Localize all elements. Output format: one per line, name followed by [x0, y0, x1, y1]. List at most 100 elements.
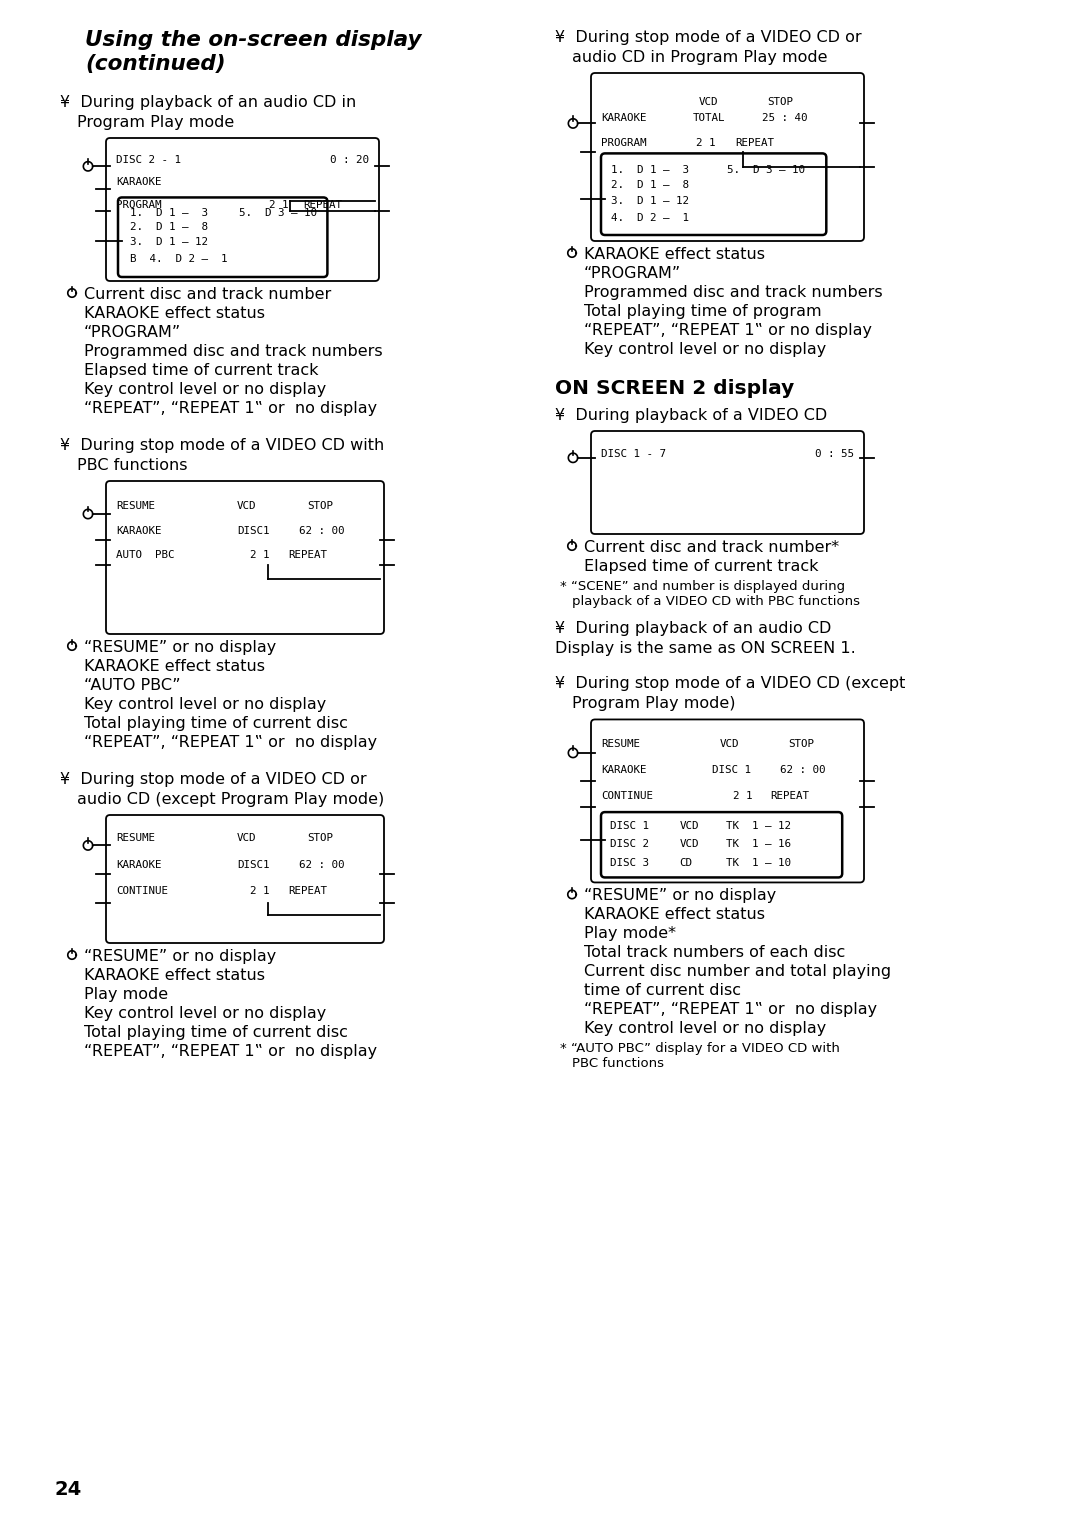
Text: KARAOKE effect status: KARAOKE effect status: [84, 659, 265, 674]
Text: KARAOKE: KARAOKE: [116, 526, 162, 537]
FancyBboxPatch shape: [106, 138, 379, 281]
Text: DISC 1: DISC 1: [712, 764, 751, 775]
FancyBboxPatch shape: [591, 431, 864, 534]
Text: ¥  During playback of an audio CD: ¥ During playback of an audio CD: [555, 621, 832, 636]
Text: B  4.  D 2 —  1: B 4. D 2 — 1: [130, 254, 228, 263]
Text: PROGRAM: PROGRAM: [116, 200, 162, 209]
Text: VCD: VCD: [237, 502, 256, 511]
Text: PBC functions: PBC functions: [572, 1057, 664, 1070]
Text: playback of a VIDEO CD with PBC functions: playback of a VIDEO CD with PBC function…: [572, 595, 860, 607]
Text: Current disc number and total playing: Current disc number and total playing: [584, 965, 891, 980]
Text: KARAOKE: KARAOKE: [600, 113, 647, 122]
Text: 2 1: 2 1: [251, 885, 270, 896]
Text: audio CD in Program Play mode: audio CD in Program Play mode: [572, 50, 827, 66]
Text: * “AUTO PBC” display for a VIDEO CD with: * “AUTO PBC” display for a VIDEO CD with: [561, 1043, 840, 1055]
Text: (continued): (continued): [85, 54, 226, 73]
Text: 1.  D 1 —  3: 1. D 1 — 3: [130, 208, 208, 219]
Text: Total playing time of current disc: Total playing time of current disc: [84, 1024, 348, 1040]
Text: RESUME: RESUME: [116, 502, 156, 511]
Text: STOP: STOP: [307, 502, 333, 511]
Text: Play mode*: Play mode*: [584, 927, 676, 942]
FancyBboxPatch shape: [591, 720, 864, 882]
Text: time of current disc: time of current disc: [584, 983, 741, 998]
Text: CONTINUE: CONTINUE: [116, 885, 168, 896]
Text: VCD: VCD: [237, 833, 256, 842]
Text: 2 1: 2 1: [269, 200, 288, 209]
Text: “REPEAT”, “REPEAT 1‟ or  no display: “REPEAT”, “REPEAT 1‟ or no display: [84, 1044, 377, 1060]
Text: DISC 1 - 7: DISC 1 - 7: [600, 450, 666, 459]
Text: 62 : 00: 62 : 00: [781, 764, 826, 775]
Text: 2.  D 1 —  8: 2. D 1 — 8: [611, 180, 689, 191]
Text: STOP: STOP: [767, 96, 793, 107]
Text: “PROGRAM”: “PROGRAM”: [584, 266, 681, 281]
Text: Total playing time of program: Total playing time of program: [584, 304, 822, 320]
Text: KARAOKE: KARAOKE: [600, 764, 647, 775]
Text: “REPEAT”, “REPEAT 1‟ or no display: “REPEAT”, “REPEAT 1‟ or no display: [584, 323, 872, 338]
Text: CD: CD: [679, 858, 692, 868]
Text: Play mode: Play mode: [84, 988, 168, 1001]
Text: DISC1: DISC1: [237, 526, 269, 537]
Text: ¥  During playback of an audio CD in: ¥ During playback of an audio CD in: [60, 95, 356, 110]
Text: RESUME: RESUME: [116, 833, 156, 842]
Text: “AUTO PBC”: “AUTO PBC”: [84, 677, 180, 693]
FancyBboxPatch shape: [591, 73, 864, 242]
Text: Current disc and track number*: Current disc and track number*: [584, 540, 839, 555]
Text: TK  1 — 10: TK 1 — 10: [726, 858, 792, 868]
Text: AUTO  PBC: AUTO PBC: [116, 550, 175, 560]
Text: KARAOKE effect status: KARAOKE effect status: [584, 907, 765, 922]
Text: 62 : 00: 62 : 00: [299, 526, 345, 537]
Text: 5.  D 3 — 10: 5. D 3 — 10: [239, 208, 316, 219]
Text: 25 : 40: 25 : 40: [762, 113, 808, 122]
Text: Key control level or no display: Key control level or no display: [84, 697, 326, 713]
Text: 0 : 55: 0 : 55: [815, 450, 854, 459]
Text: Programmed disc and track numbers: Programmed disc and track numbers: [84, 344, 382, 359]
Text: DISC 2 - 1: DISC 2 - 1: [116, 154, 181, 165]
Text: 24: 24: [55, 1480, 82, 1498]
Text: PROGRAM: PROGRAM: [600, 139, 647, 148]
Text: “RESUME” or no display: “RESUME” or no display: [84, 950, 276, 963]
Text: 1.  D 1 —  3: 1. D 1 — 3: [611, 165, 689, 174]
Text: Total track numbers of each disc: Total track numbers of each disc: [584, 945, 846, 960]
Text: KARAOKE effect status: KARAOKE effect status: [584, 248, 765, 261]
Text: REPEAT: REPEAT: [735, 139, 774, 148]
Text: Key control level or no display: Key control level or no display: [84, 1006, 326, 1021]
Text: DISC 2: DISC 2: [610, 838, 649, 849]
Text: VCD: VCD: [699, 96, 718, 107]
Text: CONTINUE: CONTINUE: [600, 790, 653, 801]
Text: DISC1: DISC1: [237, 859, 269, 870]
Text: 4.  D 2 —  1: 4. D 2 — 1: [611, 213, 689, 223]
FancyBboxPatch shape: [600, 812, 842, 878]
Text: VCD: VCD: [679, 821, 699, 832]
Text: * “SCENE” and number is displayed during: * “SCENE” and number is displayed during: [561, 579, 846, 593]
Text: “REPEAT”, “REPEAT 1‟ or  no display: “REPEAT”, “REPEAT 1‟ or no display: [584, 1003, 877, 1017]
Text: Using the on-screen display: Using the on-screen display: [85, 31, 421, 50]
Text: 2.  D 1 —  8: 2. D 1 — 8: [130, 222, 208, 232]
FancyBboxPatch shape: [600, 153, 826, 235]
Text: Program Play mode: Program Play mode: [77, 115, 234, 130]
Text: ¥  During stop mode of a VIDEO CD with: ¥ During stop mode of a VIDEO CD with: [60, 437, 384, 453]
Text: ¥  During stop mode of a VIDEO CD or: ¥ During stop mode of a VIDEO CD or: [60, 772, 366, 787]
Text: TK  1 — 16: TK 1 — 16: [726, 838, 792, 849]
Text: TOTAL: TOTAL: [693, 113, 726, 122]
Text: 0 : 20: 0 : 20: [330, 154, 369, 165]
Text: PBC functions: PBC functions: [77, 459, 188, 472]
Text: KARAOKE: KARAOKE: [116, 859, 162, 870]
Text: ON SCREEN 2 display: ON SCREEN 2 display: [555, 379, 794, 398]
Text: ¥  During playback of a VIDEO CD: ¥ During playback of a VIDEO CD: [555, 408, 827, 424]
Text: REPEAT: REPEAT: [288, 550, 327, 560]
Text: 2 1: 2 1: [251, 550, 270, 560]
Text: VCD: VCD: [679, 838, 699, 849]
Text: REPEAT: REPEAT: [770, 790, 809, 801]
Text: 2 1: 2 1: [696, 139, 715, 148]
Text: ¥  During stop mode of a VIDEO CD (except: ¥ During stop mode of a VIDEO CD (except: [555, 676, 905, 691]
Text: Elapsed time of current track: Elapsed time of current track: [584, 560, 819, 573]
FancyBboxPatch shape: [106, 482, 384, 635]
Text: “RESUME” or no display: “RESUME” or no display: [84, 641, 276, 654]
Text: STOP: STOP: [307, 833, 333, 842]
Text: “REPEAT”, “REPEAT 1‟ or  no display: “REPEAT”, “REPEAT 1‟ or no display: [84, 735, 377, 751]
Text: “REPEAT”, “REPEAT 1‟ or  no display: “REPEAT”, “REPEAT 1‟ or no display: [84, 401, 377, 416]
Text: REPEAT: REPEAT: [303, 200, 342, 209]
Text: “PROGRAM”: “PROGRAM”: [84, 326, 181, 339]
Text: Programmed disc and track numbers: Programmed disc and track numbers: [584, 284, 882, 300]
Text: 5.  D 3 — 10: 5. D 3 — 10: [727, 165, 805, 174]
